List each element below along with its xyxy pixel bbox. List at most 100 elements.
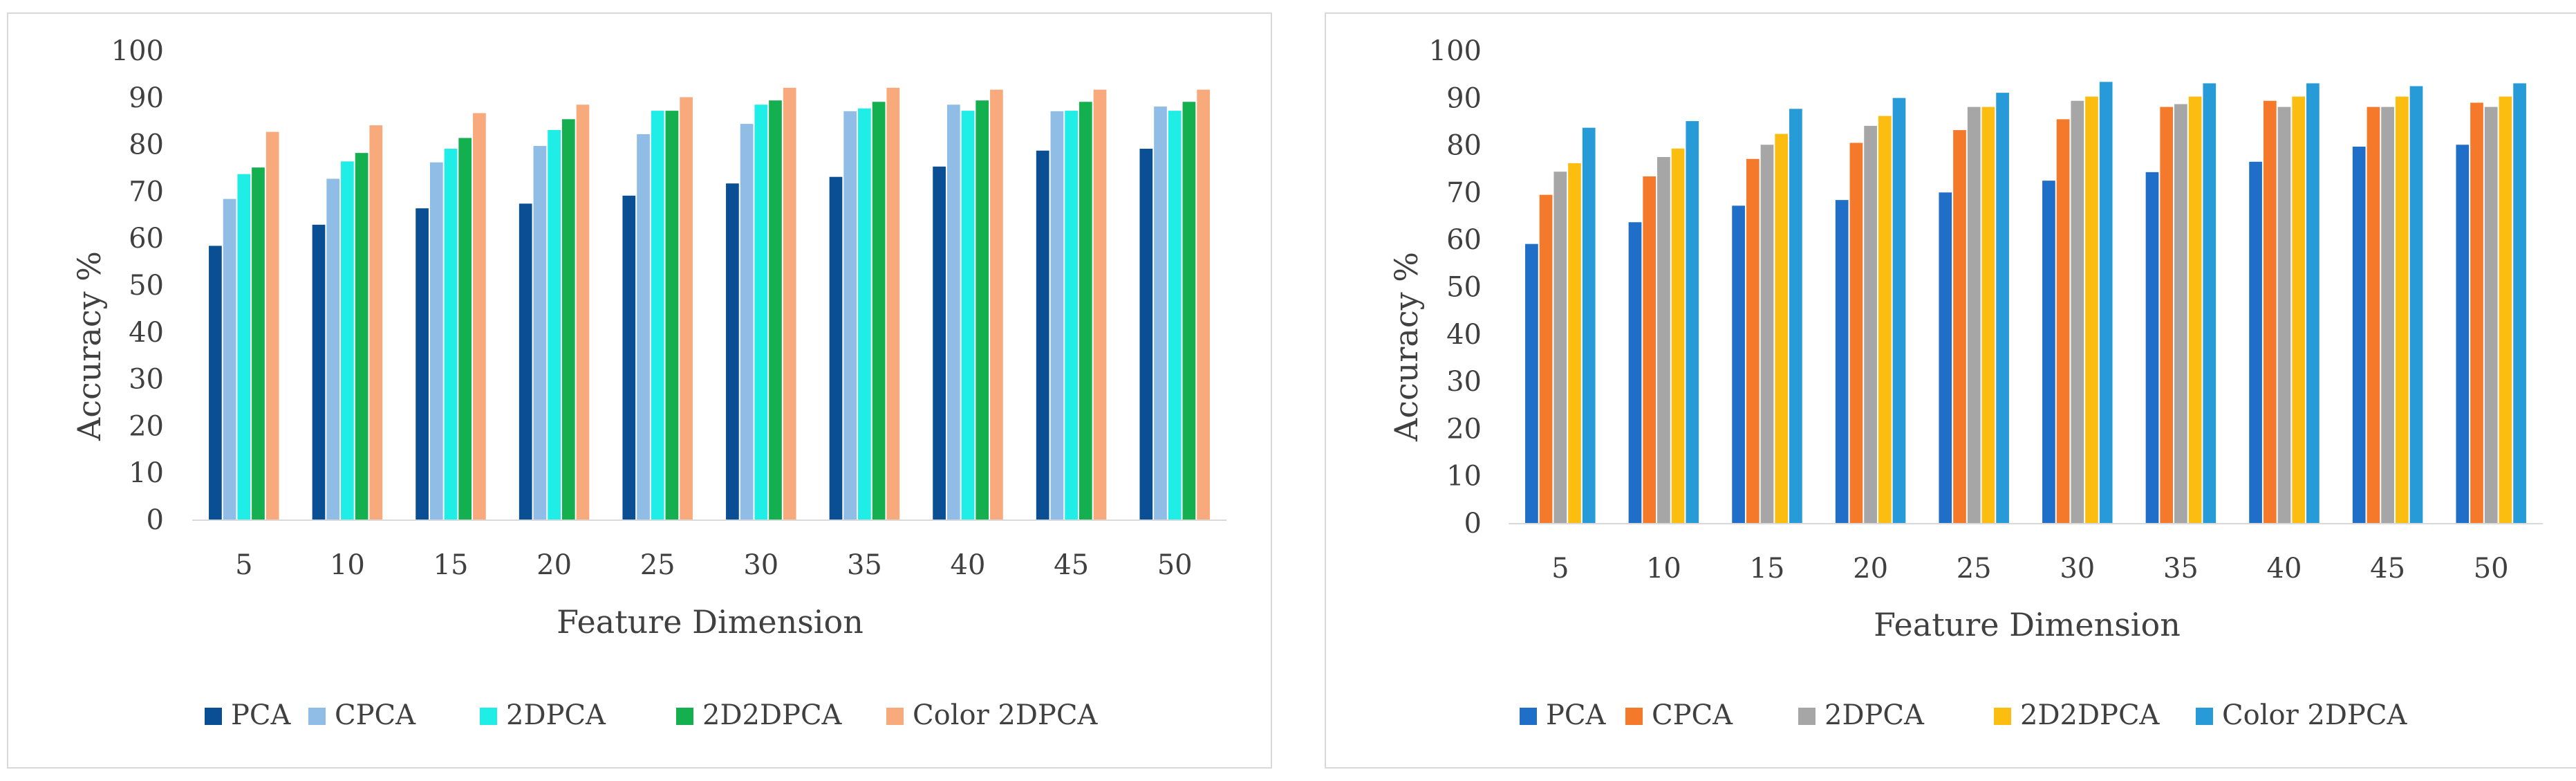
y-tick-label: 0: [1464, 508, 1482, 540]
bar-2dpca: [1168, 111, 1182, 520]
bar-2dpca: [1657, 156, 1670, 524]
bar-pca: [1036, 150, 1049, 521]
bar-2dpca: [858, 108, 871, 520]
bar-color-2dpca: [2513, 83, 2526, 524]
bar-cpca: [2263, 100, 2277, 524]
bar-cpca: [1746, 158, 1760, 524]
bar-2dpca: [444, 149, 458, 521]
x-axis-title: Feature Dimension: [557, 603, 864, 641]
bar-2dpca: [1553, 172, 1567, 524]
bar-2d2dpca: [252, 167, 265, 521]
bar-chart-left: Accuracy % Feature Dimension 0 10 20 30 40 50…: [71, 35, 1226, 731]
bar-pca: [416, 208, 429, 520]
bar-cpca: [1953, 130, 1966, 524]
bar-pca: [312, 224, 326, 520]
bar-color-2dpca: [2203, 83, 2216, 524]
bar-cpca: [533, 145, 547, 520]
bar-pca: [1732, 205, 1745, 524]
bar-cpca: [843, 111, 857, 520]
y-tick-label: 10: [1446, 461, 1482, 493]
x-tick-label: 15: [1750, 553, 1785, 585]
y-tick-label: 70: [129, 176, 164, 208]
legend-swatch: [1520, 708, 1537, 725]
bar-2d2dpca: [1671, 148, 1685, 524]
bar-color-2dpca: [369, 125, 383, 520]
bar-pca: [2249, 161, 2262, 524]
x-tick-label: 10: [1646, 553, 1681, 585]
legend-label: 2D2DPCA: [2020, 699, 2160, 731]
y-tick-label: 50: [129, 270, 164, 302]
bar-2dpca: [961, 111, 975, 520]
bar-color-2dpca: [680, 97, 693, 521]
bar-pca: [2456, 145, 2470, 524]
y-tick-label: 10: [129, 457, 164, 489]
bar-2dpca: [2381, 107, 2394, 524]
bar-2d2dpca: [1182, 102, 1196, 520]
bar-cpca: [1539, 194, 1553, 524]
x-tick-label: 40: [2267, 553, 2302, 585]
bar-pca: [2352, 146, 2366, 524]
x-tick-label: 45: [1054, 549, 1089, 581]
bar-pca: [933, 166, 946, 520]
bar-2d2dpca: [1775, 134, 1789, 524]
bar-color-2dpca: [990, 89, 1003, 520]
x-tick-label: 45: [2370, 553, 2405, 585]
legend-swatch: [886, 708, 904, 725]
x-tick-label: 30: [743, 549, 778, 581]
bar-2dpca: [1864, 125, 1877, 524]
bar-cpca: [326, 178, 340, 520]
x-tick-label: 10: [330, 549, 365, 581]
legend-label: 2DPCA: [506, 699, 606, 731]
y-tick-label: 50: [1446, 272, 1482, 304]
bar-color-2dpca: [265, 131, 279, 521]
bar-2d2dpca: [976, 100, 989, 520]
y-tick-label: 40: [1446, 319, 1482, 351]
bar-2d2dpca: [561, 119, 575, 520]
y-tick-label: 60: [129, 223, 164, 255]
legend-swatch: [1625, 708, 1643, 725]
bar-cpca: [1154, 107, 1167, 520]
x-tick-label: 20: [536, 549, 572, 581]
bar-2d2dpca: [665, 111, 679, 520]
legend-swatch: [1798, 708, 1816, 725]
x-tick-label: 50: [2474, 553, 2509, 585]
y-tick-label: 40: [129, 317, 164, 349]
legend-label: 2DPCA: [1824, 699, 1925, 731]
bar-cpca: [2367, 107, 2380, 524]
x-axis-title: Feature Dimension: [1874, 606, 2181, 643]
bar-2d2dpca: [458, 138, 472, 520]
bar-pca: [2042, 181, 2055, 524]
bar-color-2dpca: [1789, 109, 1802, 524]
y-tick-label: 20: [129, 410, 164, 442]
legend-swatch: [2196, 708, 2213, 725]
legend-label: PCA: [1546, 699, 1607, 731]
chart-panel-left: Accuracy % Feature Dimension 0 10 20 30 40 50…: [7, 12, 1272, 769]
bar-color-2dpca: [1996, 93, 2009, 524]
bar-pca: [726, 183, 739, 520]
legend-label: CPCA: [1652, 699, 1733, 731]
bar-2dpca: [1065, 111, 1078, 520]
bar-2d2dpca: [2499, 96, 2512, 524]
bar-color-2dpca: [473, 113, 486, 521]
bar-cpca: [2056, 119, 2070, 524]
bar-2dpca: [2484, 107, 2498, 524]
bar-2dpca: [2174, 104, 2187, 524]
x-tick-label: 5: [235, 549, 252, 581]
bar-color-2dpca: [576, 104, 590, 521]
bar-chart-right: Accuracy % Feature Dimension 0 10 20 30 40 50…: [1388, 35, 2543, 731]
bar-2d2dpca: [2085, 96, 2098, 524]
bar-pca: [829, 176, 843, 521]
x-tick-label: 30: [2060, 553, 2095, 585]
y-tick-label: 90: [1446, 82, 1482, 114]
x-tick-label: 40: [951, 549, 986, 581]
legend-swatch: [1994, 708, 2011, 725]
bar-pca: [1628, 222, 1642, 524]
bar-cpca: [637, 134, 650, 521]
bar-2dpca: [2071, 100, 2084, 524]
bar-2dpca: [237, 174, 251, 521]
bar-2dpca: [651, 111, 664, 520]
legend-label: CPCA: [335, 699, 416, 731]
bar-color-2dpca: [886, 87, 900, 520]
bar-pca: [1835, 200, 1849, 524]
bar-cpca: [223, 199, 236, 520]
